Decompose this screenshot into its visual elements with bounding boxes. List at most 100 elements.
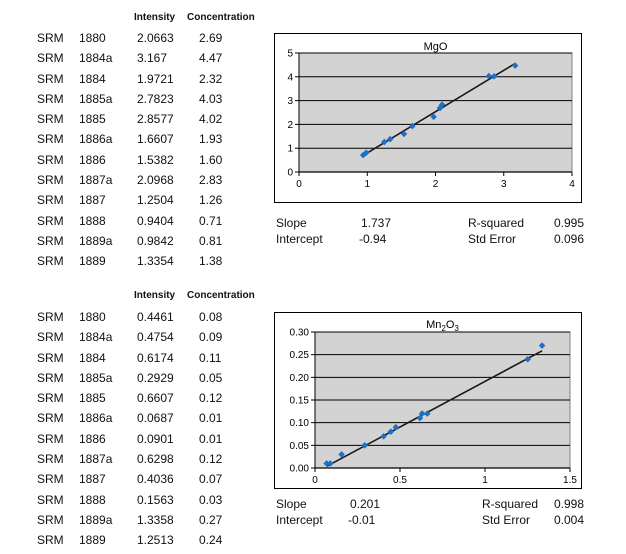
srm-id: 1889: [79, 533, 106, 548]
intensity-cell: 0.6298: [137, 452, 174, 467]
x-tick-label: 4: [569, 179, 575, 190]
intensity-cell: 1.3354: [137, 254, 174, 269]
srm-prefix: SRM: [37, 310, 64, 324]
data-point: [436, 104, 444, 112]
srm-prefix: SRM: [37, 152, 64, 167]
data-point: [327, 460, 334, 467]
data-point: [409, 122, 416, 130]
x-tick-label: 1: [364, 179, 370, 190]
intensity-cell: 0.6607: [137, 391, 174, 406]
intensity-cell: 0.4036: [137, 472, 174, 487]
concentration-cell: 2.69: [199, 31, 223, 45]
data-point: [424, 410, 431, 417]
srm-id: 1886a: [79, 411, 113, 426]
concentration-cell: 0.03: [199, 492, 223, 507]
intensity-cell: 0.0687: [137, 411, 174, 426]
intensity-cell: 0.1563: [137, 492, 174, 507]
srm-id: 1885: [79, 112, 106, 127]
intensity-cell: 1.3358: [137, 512, 174, 527]
concentration-cell: 0.01: [199, 431, 223, 446]
srm-prefix: SRM: [37, 51, 64, 66]
concentration-cell: 4.03: [199, 91, 223, 106]
intensity-cell: 0.2929: [137, 370, 174, 385]
concentration-cell: 0.12: [199, 452, 223, 467]
srm-prefix: SRM: [37, 431, 64, 446]
concentration-cell: 1.60: [199, 152, 223, 167]
y-tick-label: 0.10: [290, 418, 310, 429]
chart-title-part: Mn: [426, 319, 441, 331]
intercept-label: Intercept: [276, 232, 323, 246]
intensity-cell: 2.8577: [137, 112, 174, 127]
table2-concentration-header: Concentration: [187, 290, 255, 301]
y-tick-label: 0.20: [290, 373, 310, 384]
mn2o3-chart-frame: Mn2O3 0.00 0.05 0.10 0.15 0.20 0.25 0.30 0 0.5 1 1.…: [274, 312, 582, 489]
y-tick-label: 0.30: [290, 328, 310, 339]
concentration-cell: 0.01: [199, 411, 223, 426]
srm-id: 1884a: [79, 330, 113, 345]
srm-id: 1884: [79, 350, 106, 365]
chart-title-part: 3: [454, 324, 459, 333]
concentration-cell: 1.38: [199, 254, 223, 269]
concentration-cell: 1.93: [199, 132, 223, 147]
x-tick-label: 1: [482, 475, 488, 486]
srm-prefix: SRM: [37, 472, 64, 487]
mgo-chart-frame: MgO 0 1 2 3 4 5 0 1 2 3 4: [274, 33, 582, 203]
y-tick-label: 2: [287, 120, 293, 131]
chart-title: Mn2O3: [426, 319, 459, 333]
srm-id: 1885a: [79, 370, 113, 385]
slope-value: 0.201: [350, 497, 381, 511]
concentration-cell: 0.08: [199, 310, 223, 324]
y-tick-label: 0.00: [290, 464, 310, 475]
intensity-cell: 1.5382: [137, 152, 174, 167]
x-tick-label: 0.5: [393, 475, 407, 486]
intensity-cell: 0.4754: [137, 330, 174, 345]
srm-prefix: SRM: [37, 112, 64, 127]
concentration-cell: 1.26: [199, 193, 223, 208]
x-tick-label: 0: [312, 475, 318, 486]
concentration-cell: 2.83: [199, 173, 223, 188]
srm-id: 1886: [79, 152, 106, 167]
y-tick-label: 3: [287, 96, 293, 107]
data-point: [323, 460, 330, 467]
slope-label: Slope: [276, 216, 307, 230]
intensity-cell: 0.6174: [137, 350, 174, 365]
y-tick-label: 4: [287, 72, 293, 83]
y-tick-label: 0.05: [290, 441, 310, 452]
srm-prefix: SRM: [37, 391, 64, 406]
data-point: [490, 73, 498, 80]
srm-prefix: SRM: [37, 254, 64, 269]
chart-title: MgO: [424, 41, 448, 53]
intensity-cell: 0.4461: [137, 310, 174, 324]
x-tick-label: 0: [296, 179, 302, 190]
concentration-cell: 0.24: [199, 533, 223, 548]
concentration-cell: 0.81: [199, 233, 223, 248]
y-tick-label: 0: [287, 168, 293, 179]
srm-prefix: SRM: [37, 492, 64, 507]
srm-id: 1884: [79, 71, 106, 86]
x-tick-label: 3: [501, 179, 507, 190]
srm-prefix: SRM: [37, 452, 64, 467]
y-tick-label: 5: [287, 49, 293, 60]
srm-id: 1889: [79, 254, 106, 269]
data-point: [511, 62, 519, 69]
srm-prefix: SRM: [37, 411, 64, 426]
std-error-value: 0.004: [554, 513, 585, 527]
srm-prefix: SRM: [37, 31, 64, 45]
intensity-cell: 1.2504: [137, 193, 174, 208]
srm-prefix: SRM: [37, 370, 64, 385]
srm-prefix: SRM: [37, 233, 64, 248]
std-error-value: 0.096: [554, 232, 585, 246]
intensity-cell: 1.2513: [137, 533, 174, 548]
srm-id: 1884a: [79, 51, 113, 66]
y-tick-label: 0.25: [290, 350, 310, 361]
srm-id: 1889a: [79, 512, 113, 527]
data-point: [524, 355, 532, 363]
srm-id: 1886a: [79, 132, 113, 147]
concentration-cell: 0.12: [199, 391, 223, 406]
srm-id: 1886: [79, 431, 106, 446]
srm-prefix: SRM: [37, 193, 64, 208]
x-tick-label: 1.5: [563, 475, 577, 486]
table1-concentration-header: Concentration: [187, 12, 255, 23]
srm-prefix: SRM: [37, 71, 64, 86]
intensity-cell: 0.9842: [137, 233, 174, 248]
